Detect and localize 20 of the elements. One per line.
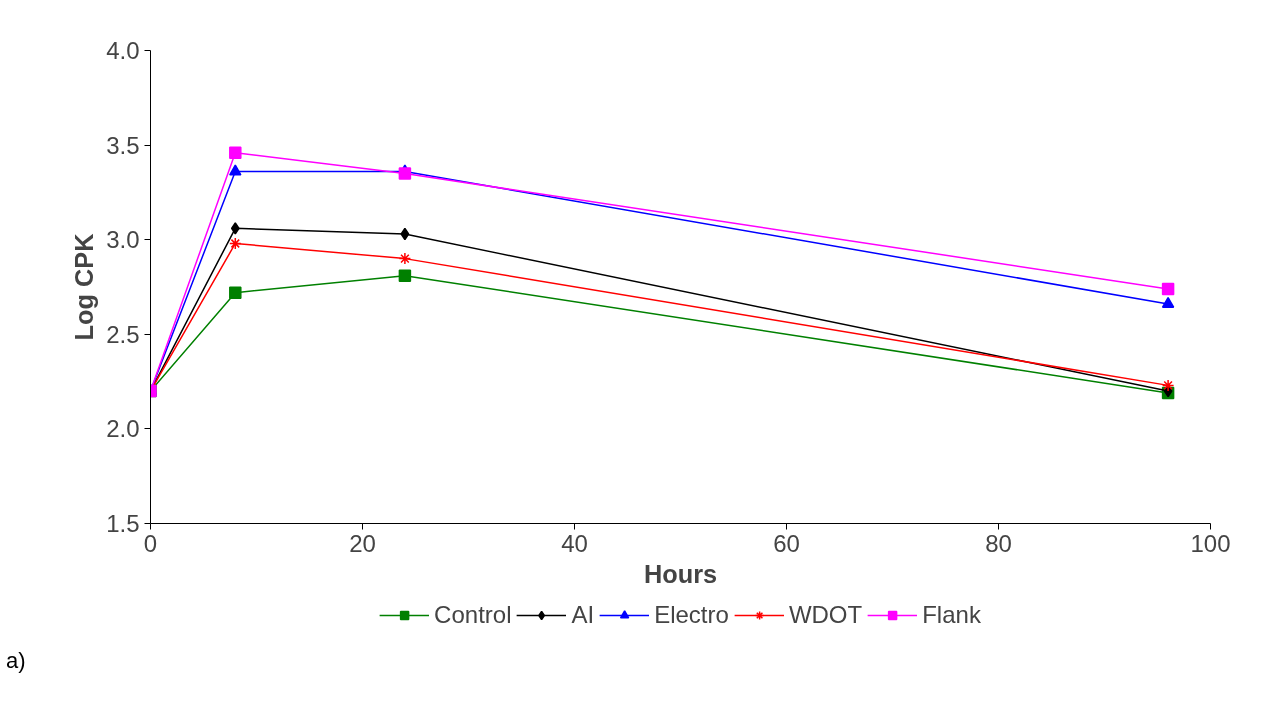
x-tick-label: 60 — [773, 529, 800, 557]
x-axis-title: Hours — [643, 559, 718, 588]
text: a) — [6, 647, 26, 675]
x-tick-label: 0 — [143, 529, 158, 557]
x-tick-label: 80 — [985, 529, 1012, 557]
legend-label: Control — [434, 601, 512, 629]
y-tick-label: 2.0 — [106, 415, 140, 443]
y-axis-title: Log CPK — [70, 232, 99, 341]
x-tick-label: 40 — [561, 529, 588, 557]
y-tick-label: 2.5 — [106, 320, 140, 348]
legend-label: AI — [571, 601, 595, 629]
legend-label: Flank — [922, 601, 981, 629]
y-tick-label: 3.0 — [106, 226, 140, 254]
legend-label: Electro — [654, 601, 729, 629]
x-tick-label: 20 — [349, 529, 376, 557]
x-tick-label: 100 — [1190, 529, 1231, 557]
y-tick-label: 1.5 — [106, 510, 140, 537]
legend-label: WDOT — [788, 601, 863, 629]
y-tick-label: 3.5 — [106, 131, 140, 159]
y-tick-label: 4.0 — [106, 37, 140, 64]
